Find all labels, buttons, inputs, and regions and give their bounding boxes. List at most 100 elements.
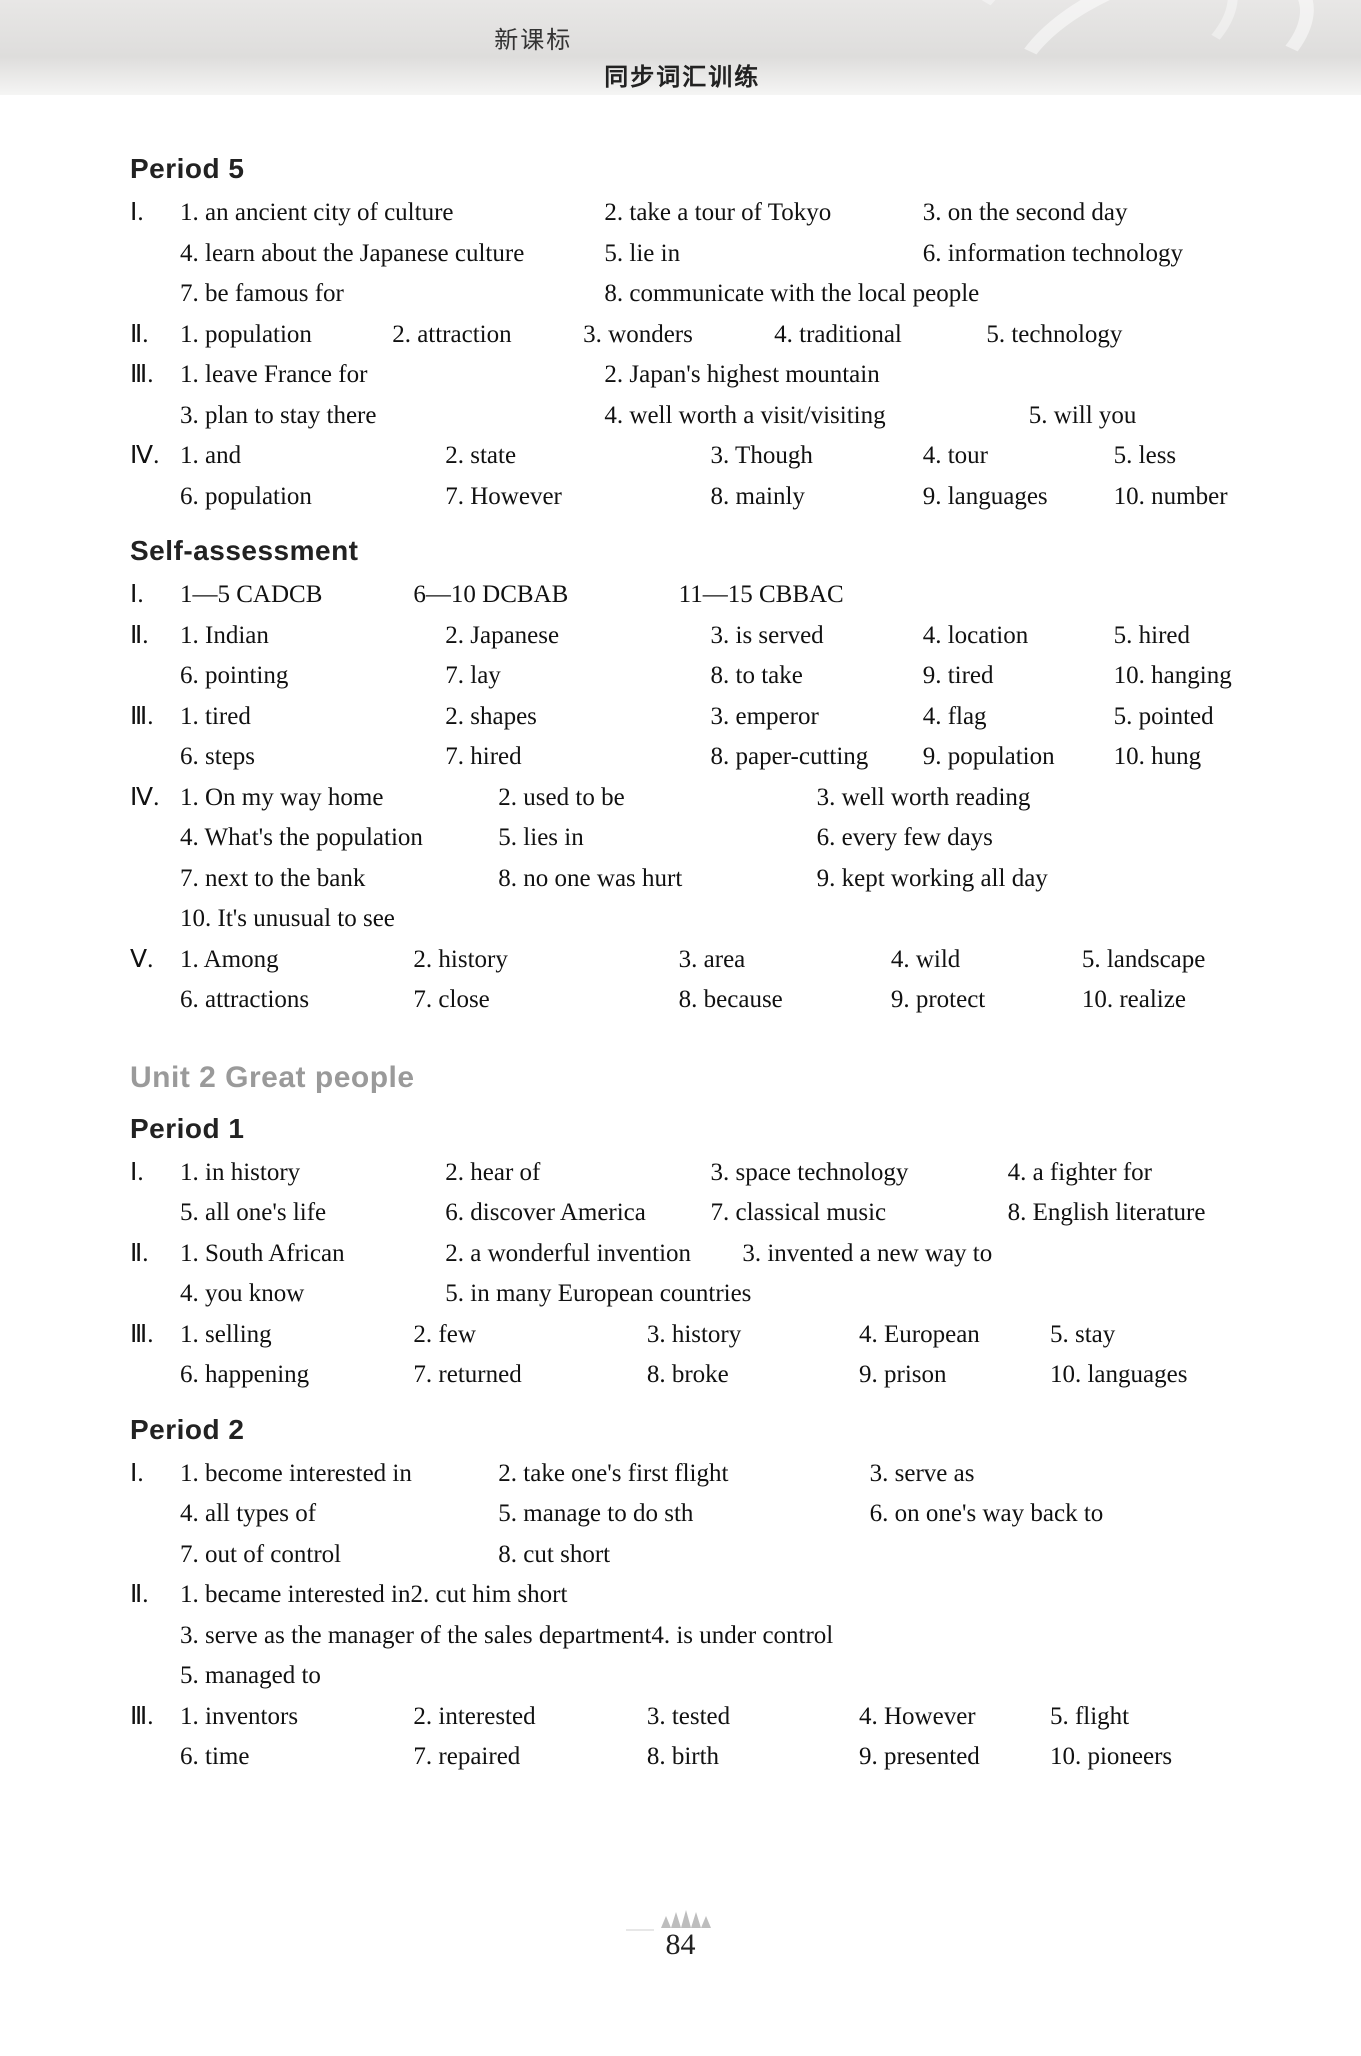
answer-items: 7. out of control8. cut short: [180, 1535, 1241, 1576]
answer-item: 9. tired: [923, 656, 1114, 697]
answer-item: 3. history: [647, 1315, 859, 1356]
answer-item: 8. English literature: [1008, 1193, 1241, 1234]
answer-row: 5. managed to: [130, 1656, 1241, 1697]
answer-item: 3. serve as: [870, 1454, 1188, 1495]
answer-item: 1. become interested in: [180, 1454, 498, 1495]
answer-item: 3. invented a new way to: [742, 1234, 1166, 1275]
answer-items: 1. in history2. hear of3. space technolo…: [180, 1153, 1241, 1194]
answer-row: Ⅲ.1. tired2. shapes3. emperor4. flag5. p…: [130, 697, 1241, 738]
answer-item: 4. flag: [923, 697, 1114, 738]
roman-numeral: [130, 1737, 180, 1778]
answer-item: 6. pointing: [180, 656, 445, 697]
answer-row: Ⅰ.1. an ancient city of culture2. take a…: [130, 193, 1241, 234]
answer-item: 1. South African: [180, 1234, 445, 1275]
answer-item: 9. kept working all day: [817, 859, 1135, 900]
answer-row: Ⅱ.1. South African2. a wonderful inventi…: [130, 1234, 1241, 1275]
page-content: Period 5Ⅰ.1. an ancient city of culture2…: [0, 95, 1361, 1838]
answer-item: 5. all one's life: [180, 1193, 445, 1234]
answer-item: 1. became interested in: [180, 1575, 410, 1616]
header-title: 新课标 同步词汇训练: [494, 20, 760, 92]
answer-item: 1. and: [180, 436, 445, 477]
answer-item: 9. languages: [923, 477, 1114, 518]
answer-item: 1. selling: [180, 1315, 413, 1356]
page-header-band: 新课标 同步词汇训练: [0, 0, 1361, 95]
roman-numeral: [130, 1656, 180, 1697]
answer-item: 10. hanging: [1114, 656, 1232, 697]
answer-item: 7. lay: [445, 656, 710, 697]
answer-item: 4. is under control: [651, 1616, 1075, 1657]
answer-item: 5. landscape: [1082, 940, 1206, 981]
answer-item: 8. no one was hurt: [498, 859, 816, 900]
roman-numeral: [130, 1274, 180, 1315]
answer-item: 2. take one's first flight: [498, 1454, 869, 1495]
answer-items: 6. pointing7. lay8. to take9. tired10. h…: [180, 656, 1241, 697]
answer-item: 5. lies in: [498, 818, 816, 859]
answer-items: 4. you know5. in many European countries: [180, 1274, 1241, 1315]
answer-item: 5. managed to: [180, 1656, 1241, 1697]
answer-item: 2. hear of: [445, 1153, 710, 1194]
answer-item: 7. be famous for: [180, 274, 604, 315]
answer-item: 2. Japan's highest mountain: [604, 355, 1028, 396]
answer-item: 4. traditional: [774, 315, 986, 356]
answer-row: 7. out of control8. cut short: [130, 1535, 1241, 1576]
roman-numeral: [130, 477, 180, 518]
answer-item: 4. location: [923, 616, 1114, 657]
answer-item: 2. state: [445, 436, 710, 477]
roman-numeral: Ⅳ.: [130, 436, 180, 477]
answer-items: 6. time7. repaired8. birth9. presented10…: [180, 1737, 1241, 1778]
answer-item: 7. However: [445, 477, 710, 518]
answer-item: 2. history: [413, 940, 678, 981]
roman-numeral: Ⅱ.: [130, 1575, 180, 1616]
answer-item: 5. technology: [986, 315, 1219, 356]
answer-item: 5. lie in: [604, 234, 922, 275]
answer-item: 5. hired: [1114, 616, 1190, 657]
answer-item: 2. few: [413, 1315, 646, 1356]
answer-item: 6. happening: [180, 1355, 413, 1396]
answer-item: 7. close: [413, 980, 678, 1021]
answer-row: Ⅰ.1. in history2. hear of3. space techno…: [130, 1153, 1241, 1194]
roman-numeral: Ⅲ.: [130, 697, 180, 738]
answer-item: 3. plan to stay there: [180, 396, 604, 437]
roman-numeral: [130, 859, 180, 900]
answer-item: 5. will you: [1029, 396, 1241, 437]
answer-row: 4. learn about the Japanese culture5. li…: [130, 234, 1241, 275]
answer-item: 1—5 CADCB: [180, 575, 413, 616]
answer-item: 7. next to the bank: [180, 859, 498, 900]
answer-item: 2. shapes: [445, 697, 710, 738]
answer-items: 1. tired2. shapes3. emperor4. flag5. poi…: [180, 697, 1241, 738]
answer-item: 5. stay: [1050, 1315, 1241, 1356]
answer-item: 4. learn about the Japanese culture: [180, 234, 604, 275]
roman-numeral: [130, 899, 180, 940]
answer-items: 1. population2. attraction3. wonders4. t…: [180, 315, 1241, 356]
roman-numeral: Ⅰ.: [130, 1153, 180, 1194]
answer-item: 6. information technology: [923, 234, 1241, 275]
answer-row: 6. pointing7. lay8. to take9. tired10. h…: [130, 656, 1241, 697]
answer-items: 6. attractions7. close8. because9. prote…: [180, 980, 1241, 1021]
answer-row: 6. time7. repaired8. birth9. presented10…: [130, 1737, 1241, 1778]
answer-item: 2. attraction: [392, 315, 583, 356]
roman-numeral: [130, 274, 180, 315]
answer-item: 4. What's the population: [180, 818, 498, 859]
roman-numeral: [130, 737, 180, 778]
answer-items: 1. Indian2. Japanese3. is served4. locat…: [180, 616, 1241, 657]
answer-item: 5. manage to do sth: [498, 1494, 869, 1535]
answer-items: 1. became interested in2. cut him short: [180, 1575, 1241, 1616]
answer-item: 1. inventors: [180, 1697, 413, 1738]
answer-items: 1. South African2. a wonderful invention…: [180, 1234, 1241, 1275]
unit-heading: Unit 2 Great people: [130, 1061, 1241, 1095]
answer-item: 7. out of control: [180, 1535, 498, 1576]
answer-item: 2. a wonderful invention: [445, 1234, 742, 1275]
answer-items: 7. be famous for8. communicate with the …: [180, 274, 1241, 315]
header-line2: 同步词汇训练: [604, 57, 760, 92]
answer-items: 1. and2. state3. Though4. tour5. less: [180, 436, 1241, 477]
roman-numeral: Ⅰ.: [130, 575, 180, 616]
roman-numeral: [130, 1193, 180, 1234]
answer-items: 5. all one's life6. discover America7. c…: [180, 1193, 1241, 1234]
roman-numeral: [130, 1494, 180, 1535]
roman-numeral: Ⅱ.: [130, 1234, 180, 1275]
answer-row: 4. all types of5. manage to do sth6. on …: [130, 1494, 1241, 1535]
answer-row: Ⅴ.1. Among2. history3. area4. wild5. lan…: [130, 940, 1241, 981]
answer-row: 10. It's unusual to see: [130, 899, 1241, 940]
answer-item: 1. leave France for: [180, 355, 604, 396]
answer-item: 4. well worth a visit/visiting: [604, 396, 1028, 437]
